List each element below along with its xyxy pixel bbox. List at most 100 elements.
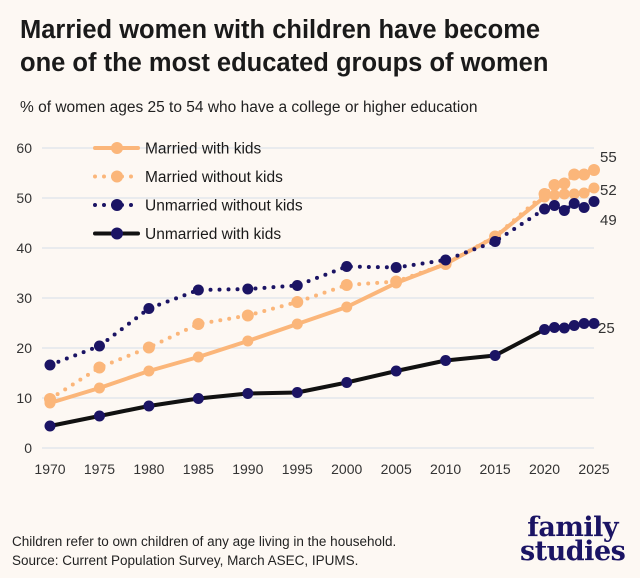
- x-tick-label: 2005: [381, 461, 412, 477]
- data-point: [548, 322, 560, 333]
- end-labels: 52 55 49 25: [598, 149, 617, 337]
- end-label: 49: [600, 212, 617, 229]
- chart-subtitle: % of women ages 25 to 54 who have a coll…: [20, 99, 478, 116]
- footer: Children refer to own children of any ag…: [12, 532, 396, 570]
- data-point: [568, 168, 581, 181]
- series-unmarried-without-kids: [44, 196, 600, 371]
- data-point: [291, 296, 304, 308]
- title-line-2: one of the most educated groups of women: [20, 49, 549, 77]
- data-point: [588, 318, 600, 329]
- data-point: [341, 301, 353, 313]
- source-note: Source: Current Population Survey, March…: [12, 553, 359, 568]
- x-tick-label: 2015: [480, 461, 511, 477]
- data-point: [539, 203, 551, 215]
- x-tick-label: 1985: [183, 461, 214, 477]
- data-point: [548, 189, 560, 201]
- data-point: [93, 382, 105, 394]
- legend-label: Unmarried with kids: [145, 226, 281, 243]
- data-point: [489, 350, 501, 361]
- data-point: [242, 335, 254, 347]
- data-point: [578, 202, 590, 213]
- data-point: [588, 164, 600, 176]
- y-tick-label: 10: [16, 390, 32, 406]
- data-point: [93, 340, 105, 352]
- data-point: [242, 388, 254, 399]
- y-tick-label: 0: [24, 440, 32, 456]
- data-point: [578, 168, 591, 181]
- data-point: [548, 179, 561, 191]
- series-unmarried-with-kids: [44, 318, 600, 432]
- legend-swatch-marker: [111, 199, 123, 211]
- footnote: Children refer to own children of any ag…: [12, 534, 397, 549]
- data-point: [578, 187, 590, 199]
- series-married-without-kids: [44, 164, 600, 405]
- data-point: [558, 205, 570, 216]
- data-point: [539, 324, 551, 335]
- data-point: [588, 182, 600, 194]
- x-tick-label: 1995: [282, 461, 313, 477]
- x-tick-label: 2025: [578, 461, 609, 477]
- data-point: [192, 393, 204, 404]
- legend-item: Married with kids: [93, 141, 262, 158]
- data-point: [440, 254, 452, 266]
- legend-label: Married with kids: [145, 141, 262, 158]
- y-tick-label: 30: [16, 290, 32, 306]
- legend-swatch-marker: [111, 227, 123, 240]
- data-point: [143, 303, 155, 314]
- series-lines: [44, 164, 600, 432]
- legend-swatch-marker: [111, 170, 123, 183]
- end-label: 52: [600, 182, 617, 199]
- data-point: [390, 365, 402, 377]
- data-point: [539, 191, 551, 203]
- family-studies-logo: family studies: [520, 512, 626, 565]
- series-line: [48, 199, 596, 367]
- legend-label: Unmarried without kids: [145, 198, 303, 215]
- data-point: [291, 280, 303, 291]
- data-point: [588, 196, 600, 207]
- data-point: [558, 177, 571, 190]
- data-point: [44, 420, 56, 432]
- data-point: [142, 341, 155, 354]
- data-point: [489, 236, 501, 247]
- series-line: [48, 321, 596, 428]
- data-point: [93, 361, 106, 374]
- y-tick-label: 50: [16, 190, 32, 206]
- data-point: [93, 410, 105, 422]
- data-point: [440, 355, 452, 366]
- data-point: [558, 322, 570, 334]
- data-point: [390, 277, 402, 289]
- data-point: [568, 320, 580, 331]
- y-tick-label: 60: [16, 140, 32, 156]
- data-point: [242, 283, 254, 295]
- chart-title: Married women with children have become …: [20, 14, 548, 80]
- end-label: 25: [598, 320, 615, 337]
- y-tick-label: 20: [16, 340, 32, 356]
- x-tick-label: 2010: [430, 461, 461, 477]
- y-tick-label: 40: [16, 240, 32, 256]
- logo-line-1: family: [527, 512, 619, 543]
- data-point: [241, 309, 254, 322]
- data-point: [291, 387, 303, 398]
- data-point: [341, 377, 353, 388]
- gridlines: [42, 147, 594, 449]
- data-point: [192, 351, 204, 363]
- data-point: [568, 198, 580, 209]
- x-tick-label: 1970: [34, 461, 65, 477]
- series-married-with-kids: [44, 182, 600, 409]
- legend-item: Unmarried with kids: [93, 226, 281, 243]
- legend-swatch-marker: [111, 142, 123, 154]
- data-point: [192, 284, 204, 296]
- legend-item: Unmarried without kids: [93, 198, 303, 215]
- legend: Married with kids Married without kids Unm…: [93, 141, 303, 243]
- data-point: [44, 397, 56, 409]
- data-point: [548, 200, 560, 211]
- legend-label: Married without kids: [145, 169, 283, 186]
- data-point: [143, 400, 155, 412]
- data-point: [568, 188, 580, 200]
- x-tick-label: 1975: [84, 461, 115, 477]
- data-point: [578, 318, 590, 329]
- x-tick-label: 1990: [232, 461, 263, 477]
- data-point: [44, 359, 56, 371]
- data-point: [390, 262, 402, 273]
